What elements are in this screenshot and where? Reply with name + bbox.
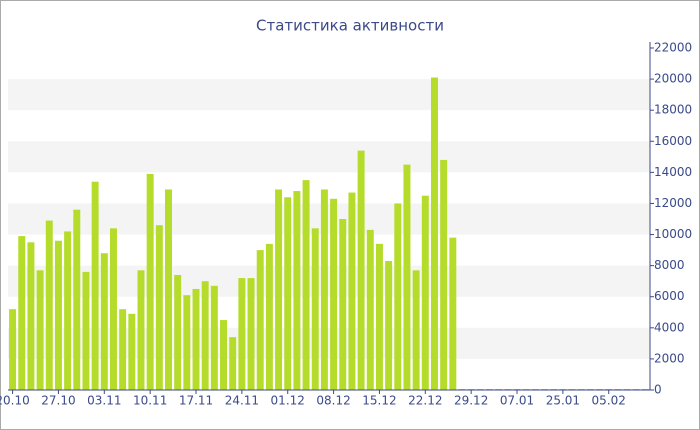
x-tick-label: 08.12 [316,394,350,408]
bar [412,270,420,390]
y-tick-label: 6000 [654,289,685,303]
bar [385,260,393,390]
bar [9,309,17,390]
y-tick-label: 22000 [654,41,692,55]
x-tick-label: 25.01 [546,394,580,408]
bar [183,295,191,390]
x-tick-label: 10.11 [133,394,167,408]
y-tick-label: 16000 [654,134,692,148]
bar [220,320,228,390]
bar [45,220,53,390]
x-tick-label: 27.10 [41,394,75,408]
y-tick-label: 8000 [654,258,685,272]
x-tick-label: 15.12 [362,394,396,408]
bar [302,180,310,390]
x-tick-label: 01.12 [271,394,305,408]
y-tick-label: 4000 [654,320,685,334]
bar [311,228,319,390]
bar [91,181,99,390]
x-tick-label: 05.02 [592,394,626,408]
bar [64,231,72,390]
bar [210,285,218,390]
x-tick-label: 03.11 [87,394,121,408]
bar [36,270,44,390]
bar [155,225,163,390]
bar [165,189,172,390]
x-tick-label: 07.01 [500,394,534,408]
bar [421,195,429,390]
bar [256,250,264,390]
x-tick-label: 20.10 [0,394,30,408]
bar [27,242,35,390]
y-tick-label: 2000 [654,351,685,365]
bar [394,203,402,390]
x-tick-label: 24.11 [225,394,259,408]
chart-title: Статистика активности [256,17,444,35]
y-tick-label: 0 [654,383,662,397]
y-tick-label: 10000 [654,227,692,241]
bar [73,209,81,390]
bar [339,219,347,390]
bar [366,229,374,390]
bar [238,278,246,390]
bar [357,150,365,390]
bar [430,77,438,390]
bar [330,198,338,390]
bar [109,228,117,390]
bar [100,253,108,390]
bar [247,278,255,390]
bar [137,270,145,390]
bar [201,281,209,390]
bar [284,197,292,390]
bar [348,192,356,390]
bar [403,164,411,390]
bar [293,191,301,390]
bar [275,189,283,390]
bar [229,337,237,390]
y-tick-label: 12000 [654,196,692,210]
bar [174,274,182,390]
bar [192,288,200,390]
bar [375,243,383,390]
y-tick-label: 14000 [654,165,692,179]
x-tick-label: 17.11 [179,394,213,408]
grid-band [8,141,650,173]
bar [265,243,273,390]
grid-band [8,79,650,111]
bar [128,313,136,390]
bar [119,309,127,390]
x-tick-label: 22.12 [408,394,442,408]
bar [82,271,90,390]
bar [449,237,457,390]
bar [440,159,448,390]
x-tick-label: 29.12 [454,394,488,408]
bar [146,173,154,390]
y-tick-label: 20000 [654,72,692,86]
bar [54,240,62,390]
bar [320,189,328,390]
bar [18,236,26,390]
y-tick-label: 18000 [654,103,692,117]
grid-band [8,203,650,235]
